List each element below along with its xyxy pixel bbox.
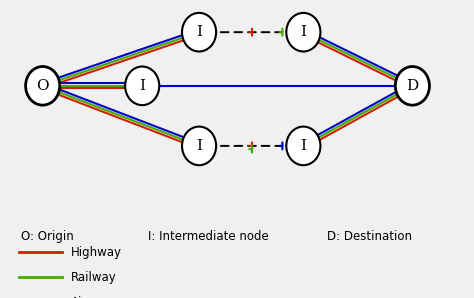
Ellipse shape [26,66,60,105]
Ellipse shape [395,66,429,105]
Text: I: I [196,25,202,39]
Text: I: Intermediate node: I: Intermediate node [148,229,269,243]
Ellipse shape [286,127,320,165]
Text: D: Destination: D: Destination [327,229,412,243]
Text: Railway: Railway [71,271,117,284]
Ellipse shape [182,13,216,52]
Text: I: I [301,25,306,39]
Text: O: Origin: O: Origin [21,229,74,243]
Text: O: O [36,79,49,93]
Ellipse shape [286,13,320,52]
Text: D: D [406,79,419,93]
Text: Airway: Airway [71,296,111,298]
Text: I: I [196,139,202,153]
Ellipse shape [125,66,159,105]
Text: Highway: Highway [71,246,122,259]
Text: I: I [301,139,306,153]
Text: I: I [139,79,145,93]
Ellipse shape [182,127,216,165]
